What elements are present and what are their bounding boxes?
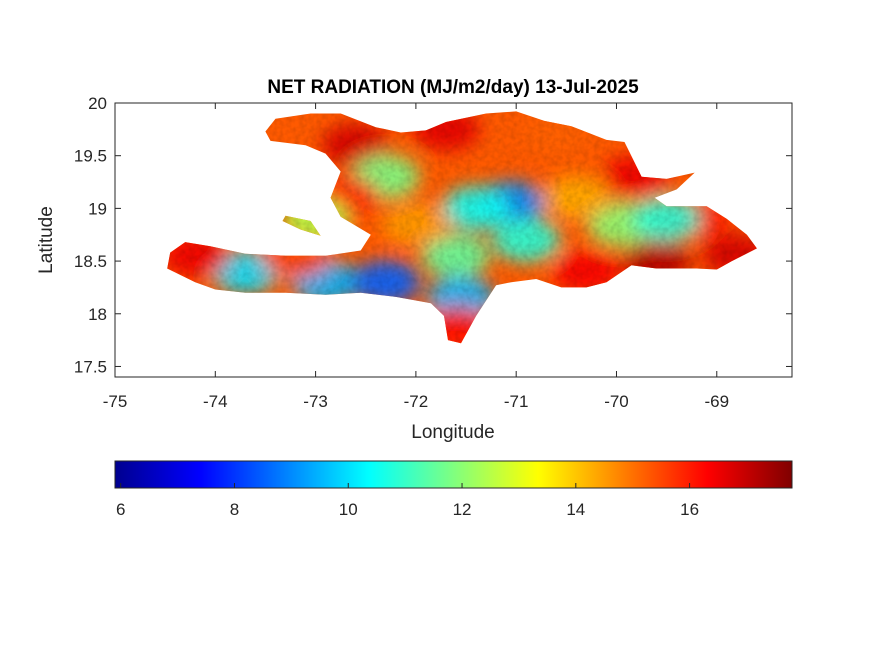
y-tick-label: 19.5: [74, 147, 107, 166]
x-axis: -75 -74 -73 -72 -71 -70 -69: [103, 103, 729, 411]
x-tick-label: -75: [103, 392, 128, 411]
colorbar-tick-label: 14: [566, 500, 585, 519]
colorbar-tick-label: 8: [230, 500, 239, 519]
colorbar-tick-label: 12: [453, 500, 472, 519]
y-tick-label: 18: [88, 305, 107, 324]
colorbar-tick-label: 10: [339, 500, 358, 519]
chart-title: NET RADIATION (MJ/m2/day) 13-Jul-2025: [267, 77, 639, 98]
x-tick-label: -70: [604, 392, 629, 411]
colorbar-tick-label: 6: [116, 500, 125, 519]
y-tick-label: 18.5: [74, 252, 107, 271]
y-tick-label: 19: [88, 199, 107, 218]
x-tick-label: -73: [303, 392, 328, 411]
x-tick-label: -72: [404, 392, 429, 411]
y-tick-label: 17.5: [74, 357, 107, 376]
y-axis: 17.5 18 18.5 19 19.5 20: [74, 94, 792, 376]
colorbar: [114, 460, 793, 489]
y-axis-label: Latitude: [36, 206, 57, 274]
plot-frame: [114, 102, 793, 378]
y-tick-label: 20: [88, 94, 107, 113]
x-tick-label: -74: [203, 392, 228, 411]
colorbar-tick-label: 16: [680, 500, 699, 519]
colorbar-ticks: 6 8 10 12 14 16: [116, 483, 699, 519]
x-tick-label: -69: [704, 392, 729, 411]
x-axis-label: Longitude: [411, 422, 494, 443]
x-tick-label: -71: [504, 392, 529, 411]
